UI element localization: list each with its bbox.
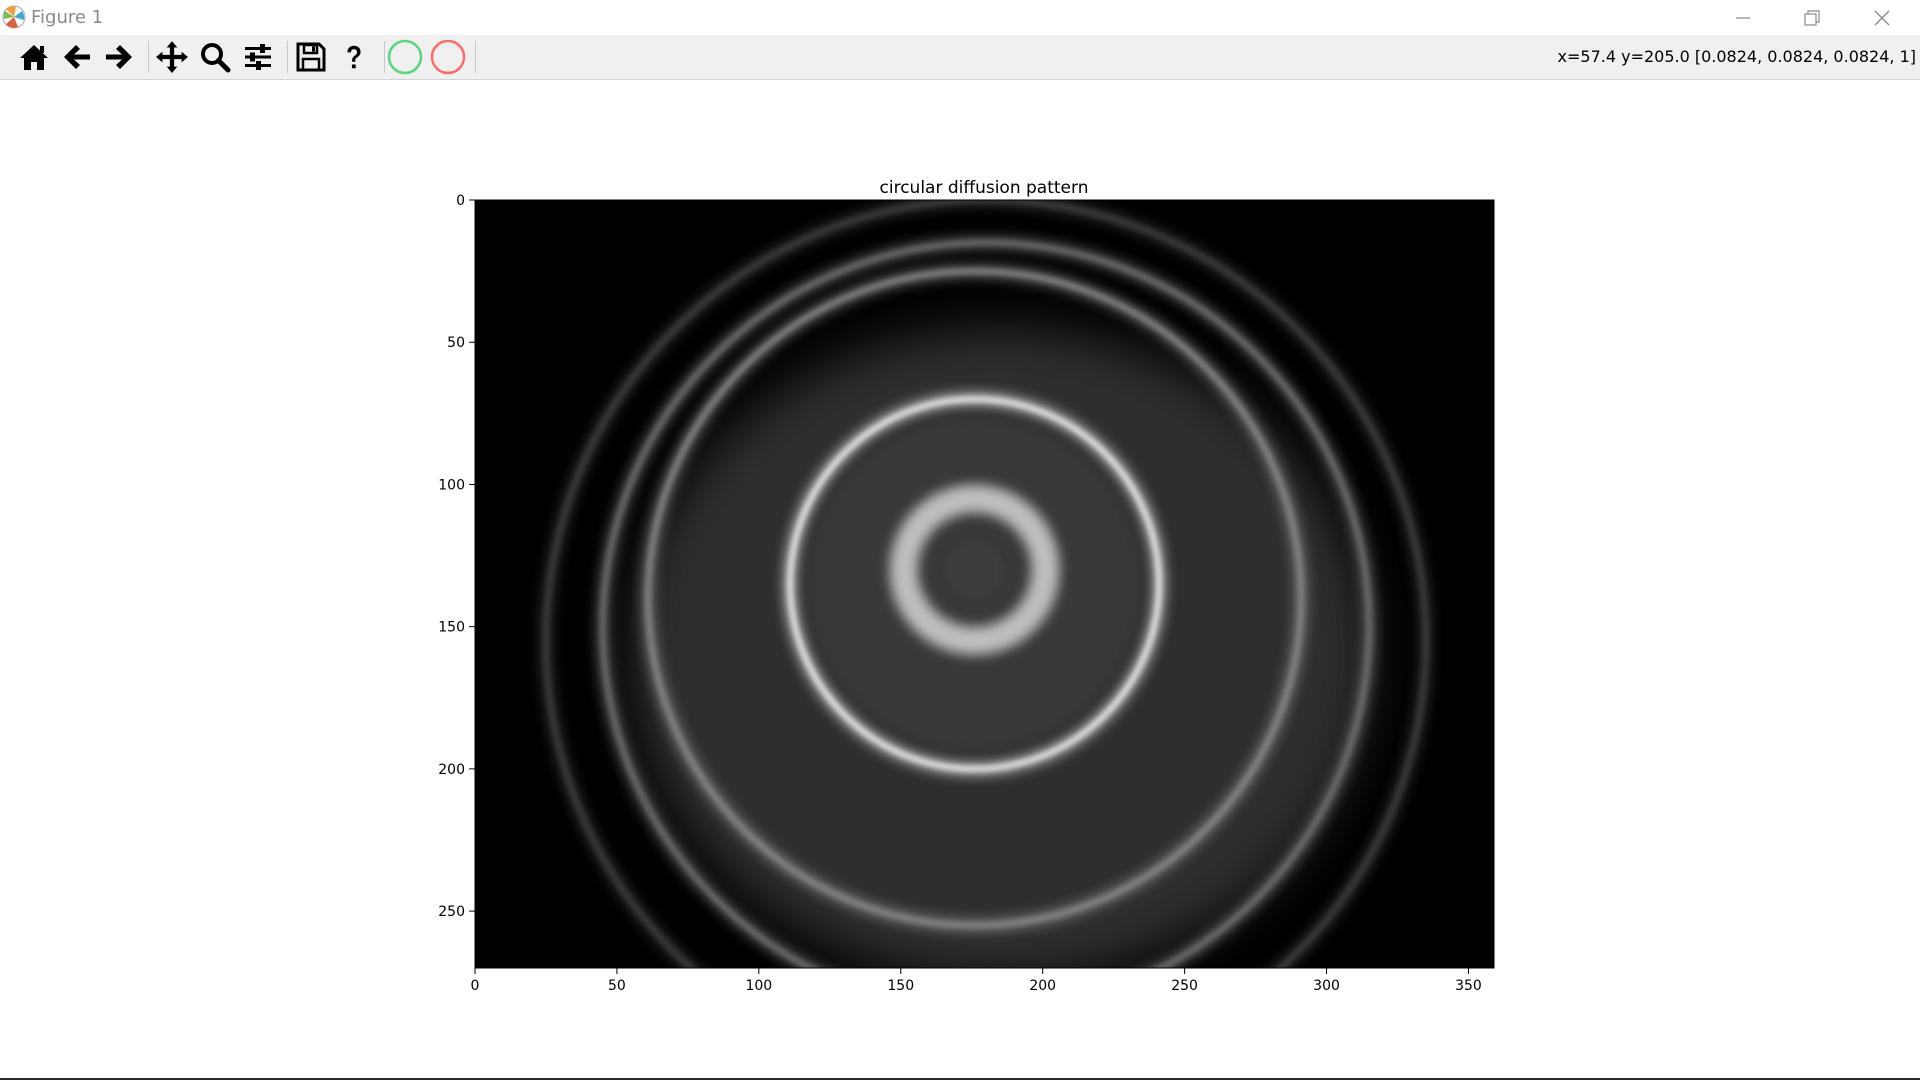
- x-tick-label: 100: [745, 978, 772, 994]
- close-icon: [1874, 10, 1890, 25]
- toolbar-separator: [384, 41, 385, 73]
- forward-button[interactable]: [100, 39, 138, 75]
- arrow-left-icon: [64, 45, 90, 69]
- window-bottom-edge: [0, 1078, 1920, 1080]
- floppy-disk-icon: [296, 42, 326, 72]
- axes-frame: [474, 199, 1495, 969]
- cursor-coordinates-readout: x=57.4 y=205.0 [0.0824, 0.0824, 0.0824, …: [1557, 47, 1916, 66]
- x-tick-label: 250: [1171, 978, 1198, 994]
- minimize-icon: [1736, 16, 1750, 19]
- y-tick-label: 100: [438, 477, 465, 493]
- image-display: [475, 200, 1494, 968]
- home-button[interactable]: [15, 39, 53, 75]
- move-icon: [156, 41, 188, 73]
- y-tick-label: 200: [438, 762, 465, 778]
- chart-title: circular diffusion pattern: [880, 178, 1089, 198]
- x-tick-label: 0: [471, 978, 480, 994]
- sliders-icon: [245, 44, 271, 70]
- toolbar-separator: [148, 41, 149, 73]
- home-icon: [20, 45, 48, 70]
- figure-canvas[interactable]: circular diffusion pattern 0 50 100 150 200 2…: [0, 80, 1920, 1078]
- y-tick-label: 50: [447, 335, 465, 351]
- x-tick-label: 50: [608, 978, 626, 994]
- y-tick-label: 250: [438, 904, 465, 920]
- zoom-button[interactable]: [196, 39, 234, 75]
- save-button[interactable]: [292, 39, 330, 75]
- y-tick-label: 150: [438, 620, 465, 636]
- central-core-dark: [946, 541, 1003, 599]
- toolbar-separator: [475, 41, 476, 73]
- matplotlib-logo-icon: [2, 5, 26, 29]
- diffraction-ring: [600, 240, 1372, 968]
- x-tick-label: 300: [1313, 978, 1340, 994]
- restore-icon: [1804, 9, 1820, 26]
- minimize-button[interactable]: [1713, 0, 1773, 35]
- title-bar: Figure 1: [0, 0, 1920, 35]
- diffraction-ring: [787, 396, 1162, 772]
- red-circle-button[interactable]: [429, 39, 467, 75]
- magnifier-icon: [201, 43, 231, 73]
- diffraction-ring: [645, 268, 1304, 928]
- y-tick-label: 0: [456, 193, 465, 209]
- navigation-toolbar: x=57.4 y=205.0 [0.0824, 0.0824, 0.0824, …: [0, 35, 1920, 80]
- green-circle-button[interactable]: [386, 39, 424, 75]
- x-tick-label: 150: [887, 978, 914, 994]
- pan-button[interactable]: [153, 39, 191, 75]
- plot-area[interactable]: circular diffusion pattern 0 50 100 150 200 2…: [0, 80, 1920, 1078]
- green-circle-icon: [387, 39, 423, 75]
- back-button[interactable]: [58, 39, 96, 75]
- central-core-ring: [889, 484, 1060, 655]
- red-circle-icon: [430, 39, 466, 75]
- help-button[interactable]: [335, 39, 373, 75]
- close-button[interactable]: [1852, 0, 1912, 35]
- restore-button[interactable]: [1782, 0, 1842, 35]
- x-tick-label: 350: [1455, 978, 1482, 994]
- configure-subplots-button[interactable]: [239, 39, 277, 75]
- toolbar-separator: [287, 41, 288, 73]
- window-title: Figure 1: [31, 7, 104, 28]
- arrow-right-icon: [106, 45, 132, 69]
- x-tick-label: 200: [1029, 978, 1056, 994]
- question-mark-icon: [347, 45, 361, 69]
